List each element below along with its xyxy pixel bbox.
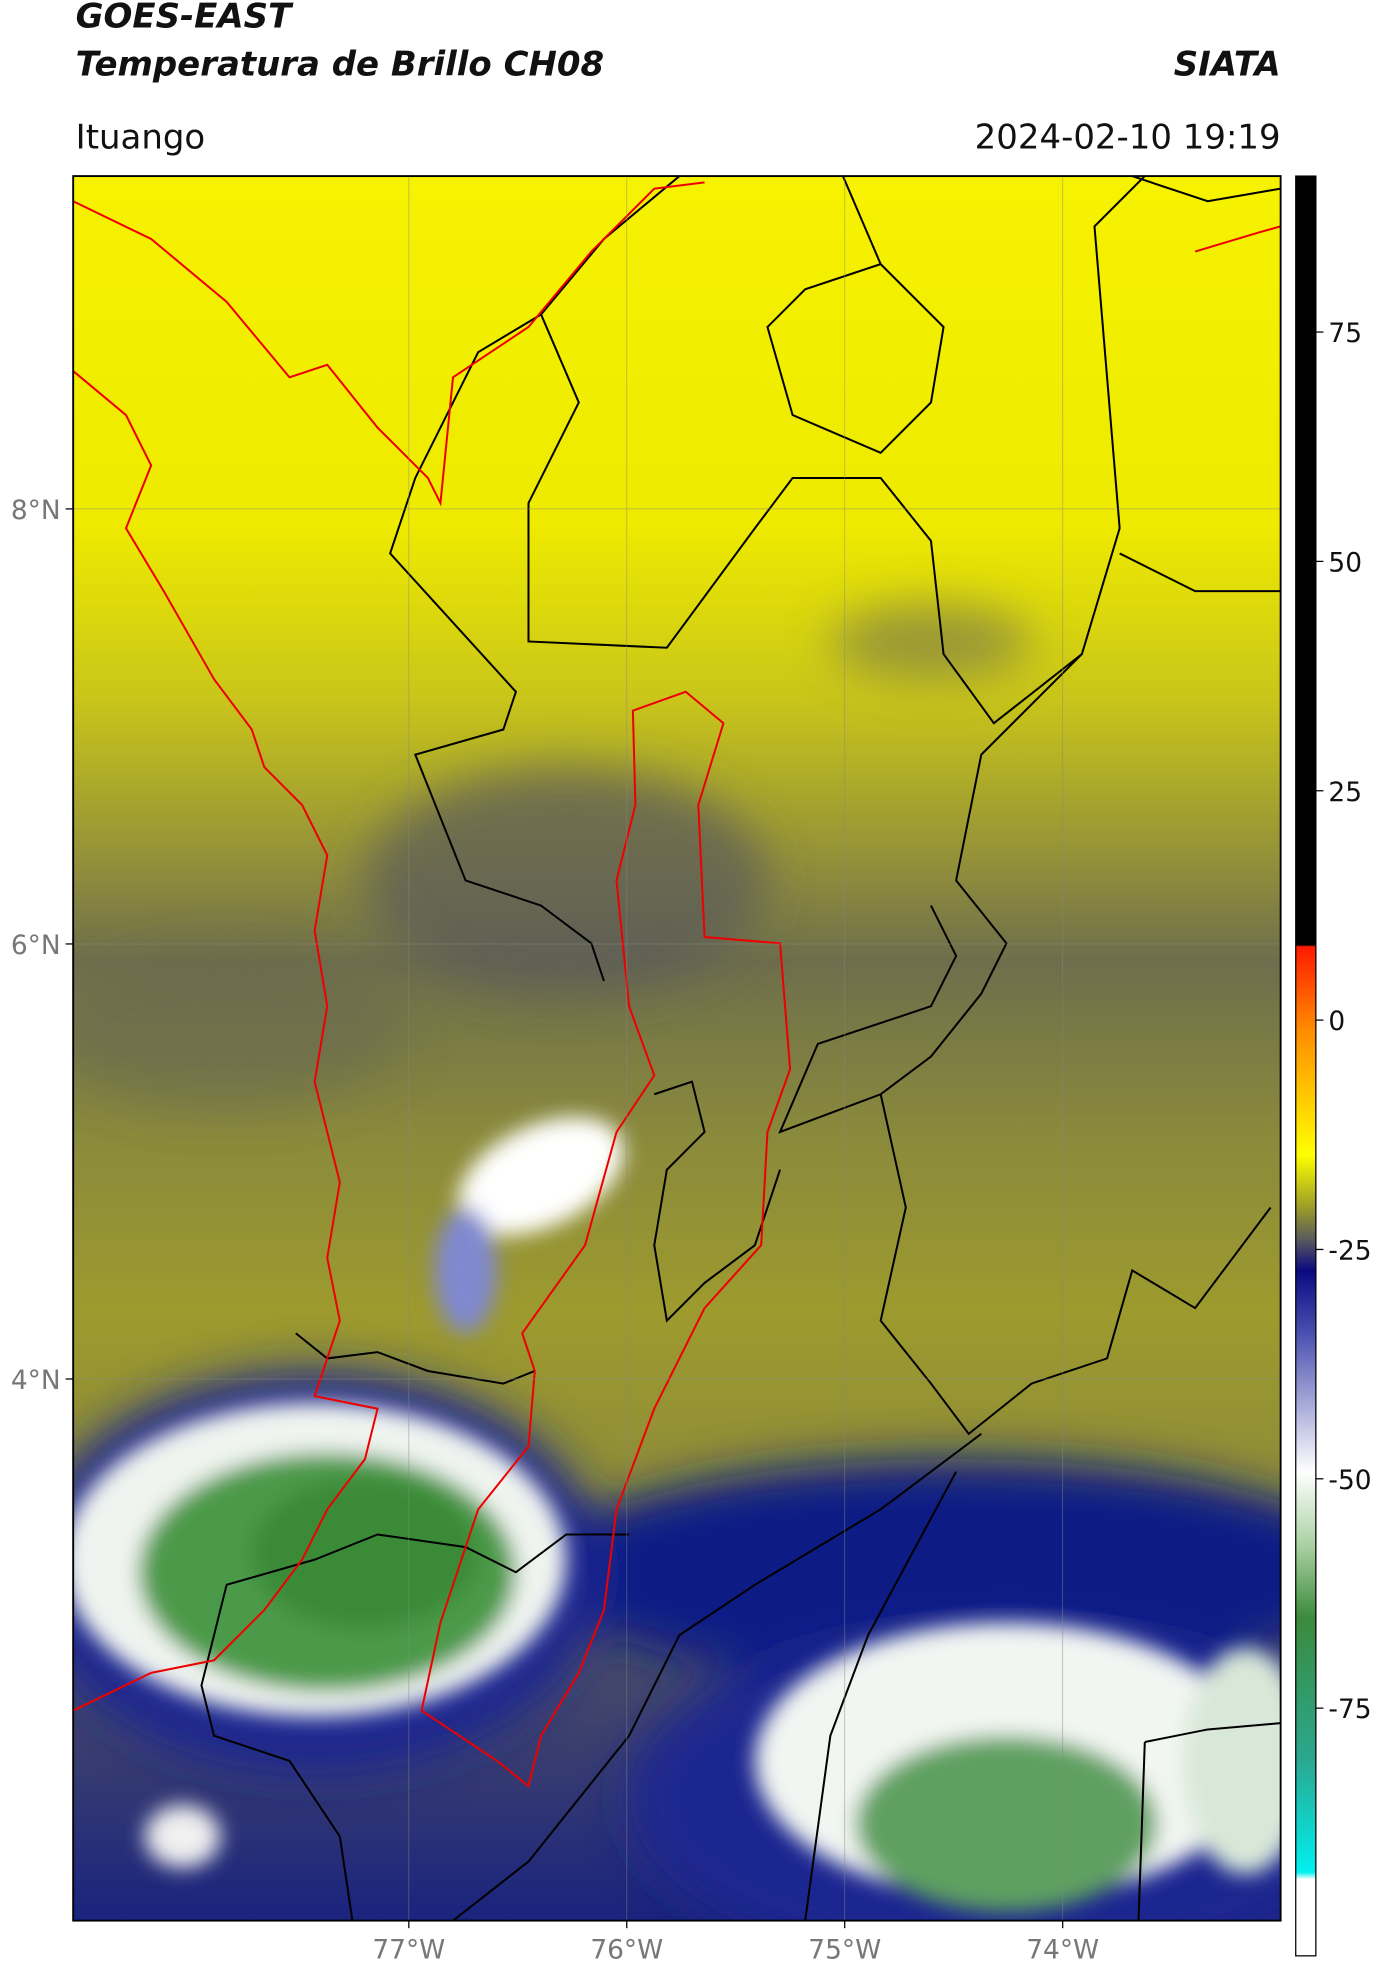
x-tick-label: 75°W <box>808 1934 881 1965</box>
map-frame <box>72 175 1282 1922</box>
x-tick-label: 77°W <box>372 1934 445 1965</box>
subtitle: Temperatura de Brillo CH08 <box>76 44 604 84</box>
datetime: 2024-02-10 19:19 <box>975 117 1281 157</box>
satellite-image <box>73 176 1281 1921</box>
colorbar-tick-label: 75 <box>1328 318 1362 349</box>
title: GOES-EAST <box>76 0 294 37</box>
y-tick-label: 4°N <box>11 1365 61 1396</box>
colorbar-tick-label: -25 <box>1328 1236 1371 1267</box>
x-tick-label: 74°W <box>1026 1934 1099 1965</box>
colorbar-tick-label: -75 <box>1328 1694 1371 1725</box>
y-tick-label: 6°N <box>11 930 61 961</box>
colorbar-tick-label: 50 <box>1328 547 1362 578</box>
colorbar-tick-label: 25 <box>1328 777 1362 808</box>
colorbar-tick-label: 0 <box>1328 1006 1345 1037</box>
x-tick-label: 76°W <box>590 1934 663 1965</box>
colorbar-tick-label: -50 <box>1328 1465 1371 1496</box>
location: Ituango <box>76 117 206 157</box>
colorbar <box>1295 175 1317 1957</box>
y-tick-label: 8°N <box>11 495 61 526</box>
graticule <box>73 176 1281 1921</box>
source: SIATA <box>1174 44 1281 84</box>
